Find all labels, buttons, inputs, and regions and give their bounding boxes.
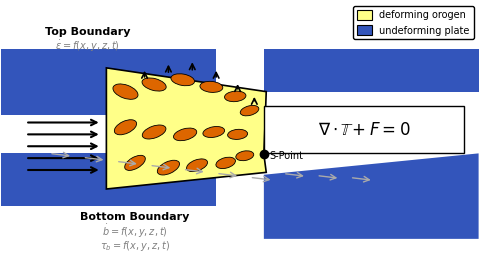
Ellipse shape xyxy=(200,81,223,92)
Ellipse shape xyxy=(203,126,225,138)
Ellipse shape xyxy=(236,151,254,161)
Polygon shape xyxy=(1,153,216,206)
Text: Bottom Boundary: Bottom Boundary xyxy=(80,213,190,223)
Text: $\dot{b} = f(x, y, z, t)$: $\dot{b} = f(x, y, z, t)$ xyxy=(102,223,168,240)
Text: $\tau_b = f(x, y, z, t)$: $\tau_b = f(x, y, z, t)$ xyxy=(100,239,170,253)
Ellipse shape xyxy=(173,128,197,141)
Ellipse shape xyxy=(114,120,137,135)
Text: S-Point: S-Point xyxy=(270,151,303,161)
Polygon shape xyxy=(264,153,479,239)
Ellipse shape xyxy=(216,157,236,168)
Ellipse shape xyxy=(225,91,246,102)
Polygon shape xyxy=(264,49,479,92)
Ellipse shape xyxy=(228,129,248,139)
Text: Top Boundary: Top Boundary xyxy=(45,27,130,37)
Ellipse shape xyxy=(113,84,138,99)
Ellipse shape xyxy=(142,125,166,139)
Ellipse shape xyxy=(171,74,194,86)
Polygon shape xyxy=(1,49,216,115)
Ellipse shape xyxy=(125,155,145,170)
FancyBboxPatch shape xyxy=(264,106,464,153)
Ellipse shape xyxy=(187,159,207,172)
Text: $\dot{\epsilon} = f(x, y, z, t)$: $\dot{\epsilon} = f(x, y, z, t)$ xyxy=(55,39,120,54)
Ellipse shape xyxy=(240,105,259,116)
Polygon shape xyxy=(107,68,266,189)
Ellipse shape xyxy=(157,160,180,175)
Ellipse shape xyxy=(142,78,166,91)
Text: $\nabla \cdot \mathbb{T} + F = 0$: $\nabla \cdot \mathbb{T} + F = 0$ xyxy=(318,121,410,139)
Legend: deforming orogen, undeforming plate: deforming orogen, undeforming plate xyxy=(353,6,474,39)
